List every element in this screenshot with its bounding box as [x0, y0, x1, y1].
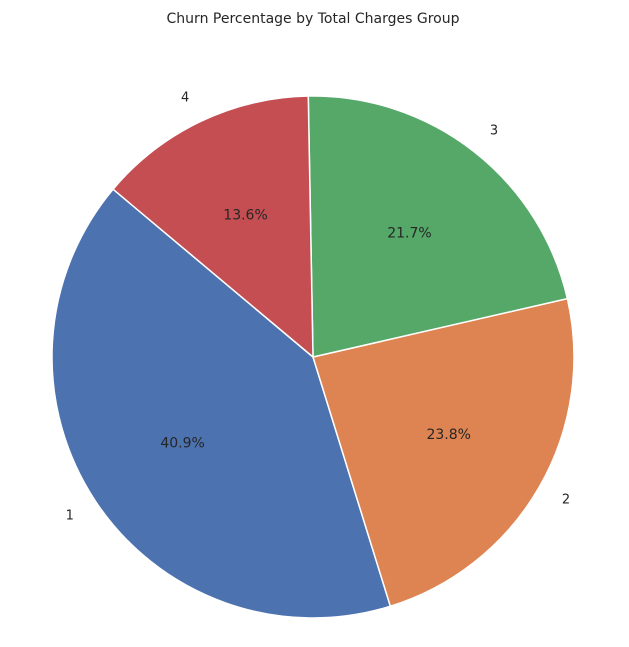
slice-category-label: 1 — [66, 508, 74, 523]
slice-percentage-label: 23.8% — [426, 427, 470, 443]
slice-percentage-label: 21.7% — [387, 226, 431, 242]
pie-slice-3 — [307, 95, 569, 358]
pie-slice-4 — [112, 95, 314, 358]
pie-slices — [51, 95, 575, 619]
chart-title: Churn Percentage by Total Charges Group — [167, 11, 460, 27]
pie-slice-1 — [51, 188, 392, 619]
slice-category-label: 4 — [181, 90, 189, 105]
slice-category-label: 3 — [490, 123, 498, 138]
pie-labels: 1 40.9% 2 23.8% 3 21.7% 4 13.6% — [66, 90, 570, 523]
slice-percentage-label: 13.6% — [223, 208, 267, 224]
slice-percentage-label: 40.9% — [160, 436, 204, 452]
slice-category-label: 2 — [562, 493, 570, 508]
pie-slice-2 — [312, 297, 575, 608]
